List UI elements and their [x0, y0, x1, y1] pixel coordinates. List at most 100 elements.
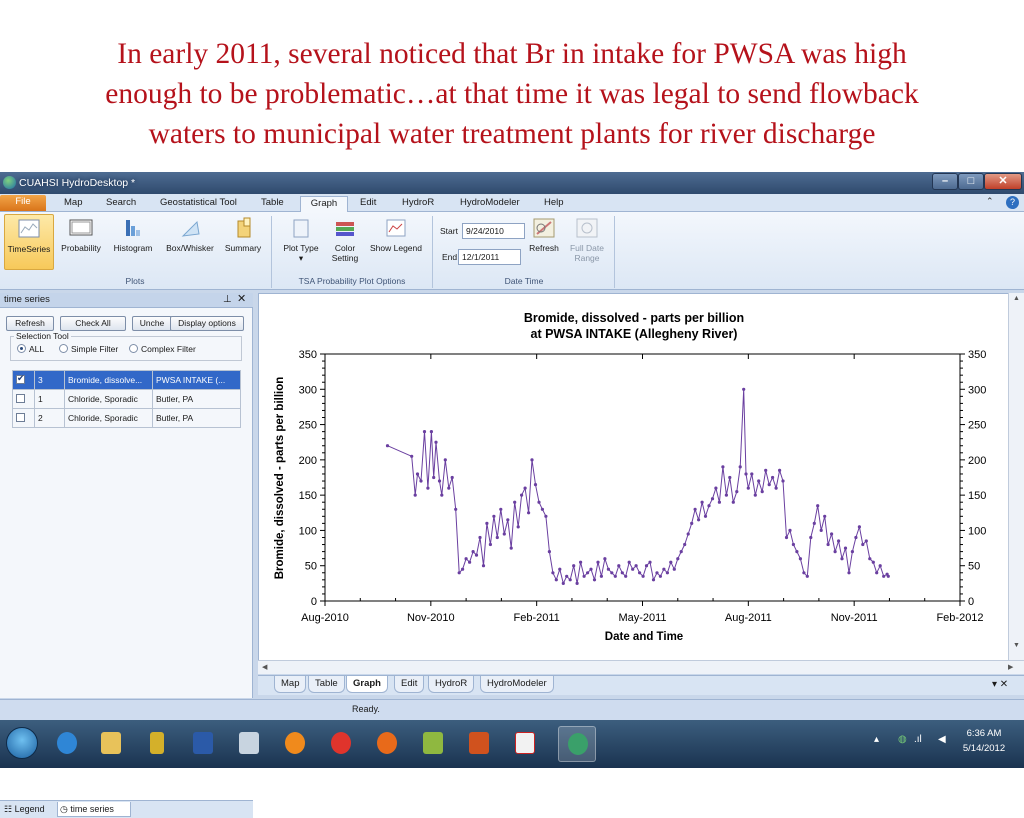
radio-all[interactable]: ALL	[17, 344, 44, 354]
tab-edit[interactable]: Edit	[394, 676, 425, 693]
tab-legend[interactable]: ☷ Legend	[2, 802, 45, 817]
radio-simple-filter[interactable]: Simple Filter	[59, 344, 118, 354]
tray-expand-icon[interactable]: ▴	[874, 734, 880, 745]
ribbon: TimeSeries Probability Histogram Box/Whi…	[0, 212, 1024, 290]
refresh-series-button[interactable]: Refresh	[6, 316, 54, 331]
data-point	[728, 475, 732, 480]
show-legend-button[interactable]: Show Legend	[366, 214, 426, 270]
tab-menu-icon[interactable]: ▾ ✕	[992, 679, 1009, 690]
data-point	[613, 574, 617, 578]
data-point	[843, 546, 848, 550]
data-point	[599, 574, 603, 578]
data-point	[434, 440, 438, 444]
tab-hydror[interactable]: HydroR	[428, 676, 475, 693]
clock[interactable]: 6:36 AM 5/14/2012	[954, 726, 1014, 756]
maximize-button[interactable]: □	[958, 173, 984, 190]
powerpoint-icon[interactable]	[460, 726, 498, 762]
horizontal-scrollbar[interactable]: ◀ ▶	[258, 660, 1024, 674]
help-icon[interactable]: ?	[1006, 196, 1019, 209]
file-explorer-icon[interactable]	[92, 726, 130, 762]
tab-hydromodeler[interactable]: HydroModeler	[480, 676, 554, 693]
close-icon[interactable]: ✕	[237, 293, 247, 305]
plot-type-button[interactable]: Plot Type ▾	[278, 214, 324, 270]
end-date-field[interactable]: 12/1/2011	[458, 249, 521, 265]
lock-icon[interactable]	[138, 726, 176, 762]
speaker-icon[interactable]: ◀	[938, 734, 946, 745]
display-options-button[interactable]: Display options	[170, 316, 244, 331]
y-tick-label: 50	[305, 561, 317, 573]
hydrodesktop-taskbar-icon[interactable]	[558, 726, 596, 762]
probability-button[interactable]: Probability	[58, 214, 104, 270]
notepad-icon[interactable]	[230, 726, 268, 762]
data-point	[572, 564, 576, 568]
data-point	[764, 468, 768, 472]
y-tick-label-right: 250	[968, 420, 986, 432]
table-row[interactable]: 1 Chloride, Sporadic Butler, PA	[12, 389, 241, 409]
menu-map[interactable]: Map	[64, 197, 83, 208]
data-point	[554, 578, 558, 582]
minimize-button[interactable]: –	[932, 173, 958, 190]
start-button[interactable]	[6, 727, 38, 759]
acrobat-icon[interactable]	[506, 726, 544, 762]
row-checkbox[interactable]	[16, 413, 25, 422]
data-point	[878, 564, 882, 568]
data-point	[812, 521, 816, 525]
tab-map[interactable]: Map	[274, 676, 307, 693]
data-point	[631, 567, 635, 571]
signal-icon[interactable]: .ıl	[914, 734, 922, 745]
y-tick-label: 250	[299, 420, 317, 432]
color-setting-button[interactable]: Color Setting	[326, 214, 364, 270]
tab-graph[interactable]: Graph	[346, 676, 388, 693]
summary-button[interactable]: Summary	[222, 214, 264, 270]
data-point	[731, 500, 735, 504]
data-point	[523, 486, 527, 490]
data-point	[886, 574, 890, 578]
media-player-icon[interactable]	[276, 726, 314, 762]
menu-file[interactable]: File	[0, 195, 46, 211]
histogram-button[interactable]: Histogram	[108, 214, 158, 270]
close-button[interactable]: ✕	[984, 173, 1022, 190]
word-icon[interactable]	[184, 726, 222, 762]
summary-icon	[230, 216, 256, 240]
full-date-range-button[interactable]: Full Date Range	[566, 214, 608, 270]
menu-table[interactable]: Table	[261, 197, 284, 208]
menu-graph[interactable]: Graph	[300, 196, 348, 212]
start-date-field[interactable]: 9/24/2010	[462, 223, 525, 239]
menu-search[interactable]: Search	[106, 197, 137, 208]
timeseries-icon	[16, 217, 42, 241]
data-point	[485, 521, 489, 525]
row-checkbox[interactable]	[16, 373, 25, 384]
menu-hydromodeler[interactable]: HydroModeler	[460, 197, 520, 208]
status-bar: Ready.	[0, 699, 1024, 720]
data-point	[488, 542, 492, 547]
tab-time-series[interactable]: ◷ time series	[57, 802, 131, 817]
table-row[interactable]: 2 Chloride, Sporadic Butler, PA	[12, 408, 241, 428]
uncheck-button[interactable]: Unche	[132, 316, 172, 331]
data-point	[830, 532, 834, 536]
check-all-button[interactable]: Check All	[60, 316, 126, 331]
collapse-ribbon-icon[interactable]: ⌃	[986, 196, 994, 206]
network-activity-icon[interactable]: ◍	[898, 734, 907, 745]
row-checkbox[interactable]	[16, 394, 25, 403]
menu-help[interactable]: Help	[544, 197, 564, 208]
paint-icon[interactable]	[414, 726, 452, 762]
tab-table[interactable]: Table	[308, 676, 345, 693]
table-row[interactable]: 3 Bromide, dissolve... PWSA INTAKE (...	[12, 370, 241, 390]
data-point	[547, 550, 551, 554]
chrome-icon[interactable]	[322, 726, 360, 762]
menu-edit[interactable]: Edit	[360, 197, 377, 208]
menu-hydror[interactable]: HydroR	[402, 197, 435, 208]
internet-explorer-icon[interactable]	[48, 726, 86, 762]
box-whisker-button[interactable]: Box/Whisker	[160, 214, 220, 270]
refresh-button[interactable]: Refresh	[524, 214, 564, 270]
app-window: CUAHSI HydroDesktop * – □ ✕ File Map Sea…	[0, 172, 1024, 818]
firefox-icon[interactable]	[368, 726, 406, 762]
radio-complex-filter[interactable]: Complex Filter	[129, 344, 196, 354]
menu-geostatistical-tool[interactable]: Geostatistical Tool	[160, 197, 237, 208]
time-series-panel: time series ⊥ ✕ Refresh Check All Unche …	[0, 293, 253, 818]
timeseries-button[interactable]: TimeSeries	[4, 214, 54, 270]
vertical-scrollbar[interactable]: ▲ ▼	[1008, 293, 1024, 663]
data-point	[481, 564, 486, 568]
pin-icon[interactable]: ⊥	[223, 294, 232, 305]
data-point	[683, 542, 687, 547]
